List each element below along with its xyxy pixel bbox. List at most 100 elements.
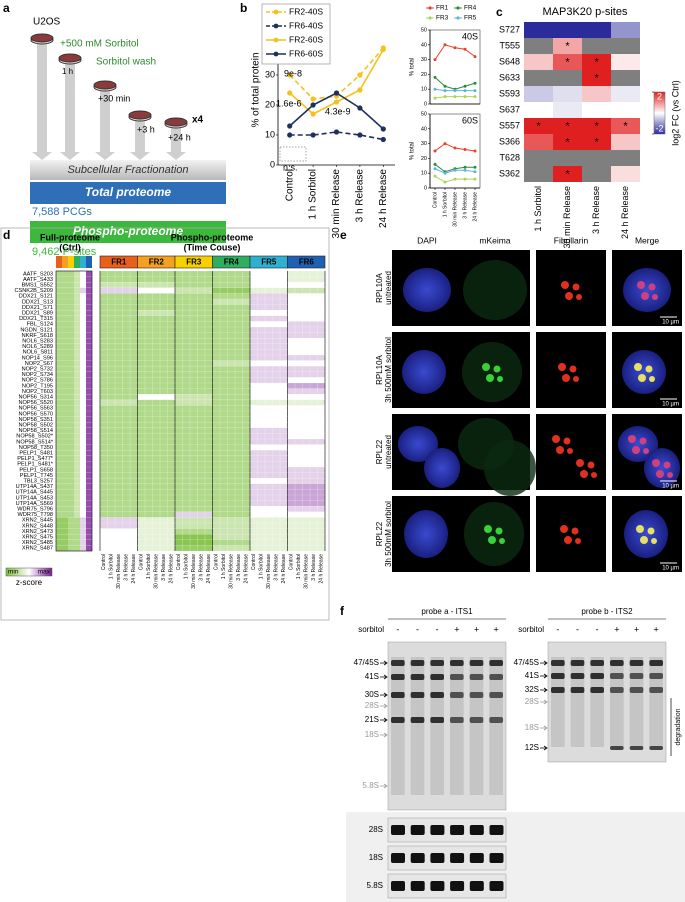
- heatmap-cell: [74, 366, 80, 372]
- heatmap-cell: [553, 54, 582, 70]
- heatmap-cell: [80, 523, 86, 529]
- heatmap-cell: [175, 472, 213, 479]
- nucleus: [644, 448, 680, 488]
- heatmap-cell: [68, 366, 74, 372]
- heatmap-cell: [80, 534, 86, 540]
- row-label: XRN2_S445: [22, 518, 53, 524]
- heatmap-cell: [137, 315, 175, 322]
- row-label: FBL_S124: [27, 322, 53, 328]
- nucleolus: [556, 446, 564, 454]
- heatmap-cell: [56, 399, 62, 406]
- heatmap-cell: [212, 327, 250, 333]
- column-label: 3 h Release: [124, 554, 130, 581]
- heatmap-cell: [175, 411, 213, 417]
- band: [649, 660, 663, 666]
- heatmap-cell: [212, 332, 250, 339]
- heatmap-cell: [287, 433, 325, 439]
- heatmap-cell: [74, 433, 80, 439]
- heatmap-cell: [175, 399, 213, 406]
- heatmap-cell: [68, 433, 74, 439]
- heatmap-cell: [287, 321, 325, 327]
- band: [469, 692, 484, 698]
- cytoplasm: [462, 342, 522, 402]
- heatmap-cell: [56, 427, 62, 434]
- total-box: [30, 182, 226, 204]
- heatmap-cell: [137, 327, 175, 333]
- marker-arrow: [380, 692, 388, 698]
- heatmap-cell: [74, 523, 80, 529]
- band: [590, 660, 604, 666]
- legend-label: FR6-60S: [289, 48, 323, 58]
- band: [610, 746, 624, 750]
- data-point: [463, 84, 467, 88]
- heatmap-cell: [62, 461, 68, 467]
- heatmap-cell: [524, 150, 553, 166]
- heatmap-cell: [250, 450, 288, 456]
- row-label: AATF_S433: [23, 277, 53, 283]
- heatmap-cell: [250, 287, 288, 294]
- heatmap-cell: [62, 327, 68, 333]
- heatmap-cell: [74, 422, 80, 428]
- degradation-label: degradation: [675, 708, 682, 745]
- heatmap-cell: [287, 360, 325, 367]
- heatmap-cell: [80, 483, 86, 490]
- heatmap-cell: [86, 439, 92, 445]
- fraction-strip: [80, 256, 86, 268]
- heatmap-cell: [250, 534, 288, 540]
- heatmap-cell: [80, 439, 86, 445]
- heatmap-cell: [212, 388, 250, 395]
- nucleolus: [572, 283, 580, 291]
- heatmap-cell: [287, 506, 325, 512]
- gel: [387, 873, 507, 899]
- heatmap-cell: [80, 405, 86, 411]
- band: [489, 674, 503, 680]
- heatmap-cell: [100, 461, 138, 467]
- heatmap-cell: [56, 534, 62, 540]
- legend-dot: [428, 6, 432, 10]
- arrow-head: [32, 152, 52, 160]
- band: [469, 853, 484, 863]
- heatmap-cell: [56, 321, 62, 327]
- heatmap-cell: [62, 416, 68, 423]
- row-label: DDX21_S13: [22, 299, 53, 305]
- heatmap-cell: [74, 534, 80, 540]
- heatmap-cell: [68, 483, 74, 490]
- heatmap-cell: [175, 355, 213, 361]
- heatmap-cell: [212, 343, 250, 350]
- heatmap-cell: [56, 366, 62, 372]
- heatmap-cell: [68, 427, 74, 434]
- heatmap-cell: [137, 489, 175, 495]
- nucleus: [403, 268, 451, 312]
- heatmap-cell: [68, 282, 74, 288]
- heatmap-cell: [86, 327, 92, 333]
- heatmap-cell: [100, 422, 138, 428]
- heatmap-cell: [62, 439, 68, 445]
- merge-spot: [667, 472, 673, 478]
- cytoplasm: [484, 440, 536, 496]
- heatmap-cell: [86, 299, 92, 305]
- heatmap-cell: [86, 377, 92, 383]
- row-label: S637: [499, 104, 520, 114]
- heatmap-cell: [62, 338, 68, 344]
- row-label: NOP56_S314: [18, 394, 53, 400]
- row-label: S648: [499, 56, 520, 66]
- lane-smear: [391, 657, 405, 795]
- marker-arrow: [540, 745, 548, 751]
- y-tick-label: 30: [421, 141, 427, 147]
- heatmap-cell: [68, 321, 74, 327]
- heatmap-cell: [287, 416, 325, 423]
- y-tick-label: 10: [421, 87, 427, 93]
- heatmap-cell: [62, 315, 68, 322]
- heatmap-cell: [212, 299, 250, 305]
- heatmap-cell: [100, 433, 138, 439]
- lane-smear: [649, 657, 663, 747]
- column-label: 3 h Release: [199, 554, 205, 581]
- marker-arrow: [380, 732, 388, 738]
- heatmap-cell: [100, 478, 138, 484]
- heatmap-cell: [100, 366, 138, 372]
- heatmap-cell: [86, 405, 92, 411]
- marker-arrow: [380, 783, 388, 789]
- heatmap-cell: [74, 405, 80, 411]
- data-point: [473, 81, 477, 85]
- heatmap-cell: [74, 495, 80, 501]
